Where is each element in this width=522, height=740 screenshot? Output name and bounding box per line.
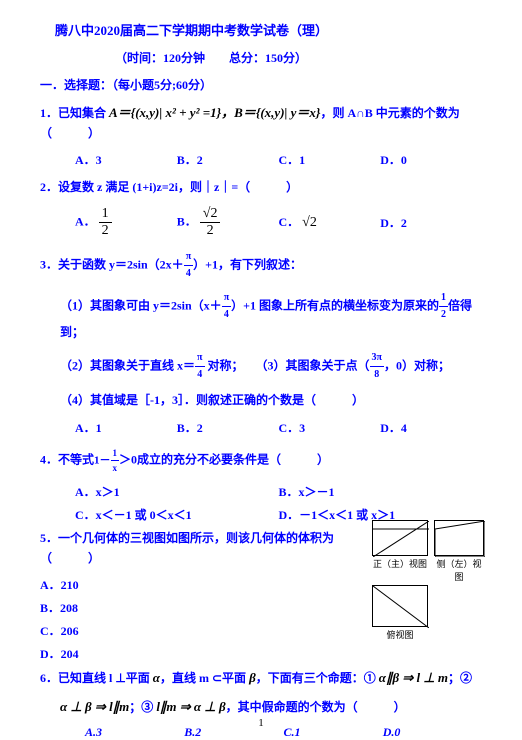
q6-opt-d: D.0	[383, 725, 482, 740]
top-view-label: 俯视图	[372, 628, 428, 641]
q6-c: ，下面有三个命题：①	[256, 671, 379, 685]
q1-stem: 1．已知集合 A＝{(x,y)| x² + y² =1}，B＝{(x,y)| y…	[40, 103, 482, 143]
q5-opt-d: D．204	[40, 645, 482, 662]
front-view	[372, 520, 428, 556]
q6-opt-b: B.2	[184, 725, 283, 740]
q3-sub2: （2）其图象关于直线 x＝π4 对称； （3）其图象关于点（3π8，0）对称；	[40, 350, 482, 383]
q2-opt-b: B． √22	[177, 206, 279, 239]
q4-opt-c: C．x＜－1 或 0＜x＜1	[75, 506, 279, 523]
q6-line1: 6．已知直线 l ⊥平面 α，直线 m ⊂平面 β，下面有三个命题：① α∥β …	[40, 668, 482, 689]
q4-opt-a: A．x＞1	[75, 483, 279, 500]
q3-opt-c: C．3	[279, 419, 381, 436]
q3-s1a: （1）其图象可由 y＝2sin（x＋	[60, 298, 222, 312]
exam-title: 腾八中2020届高二下学期期中考数学试卷（理）	[40, 20, 482, 39]
q2-opt-d: D．2	[380, 214, 482, 231]
q6-f: ，其中假命题的个数为（ ）	[226, 700, 406, 714]
q3-stem: 3．关于函数 y＝2sin（2x＋π4）+1，有下列叙述：	[40, 249, 482, 282]
q6-opt-a: A.3	[85, 725, 184, 740]
q6-a: 6．已知直线 l ⊥平面	[40, 671, 153, 685]
q3-b: ）+1，有下列叙述：	[193, 257, 302, 271]
section-heading: 一．选择题：（每小题5分;60分）	[40, 76, 482, 93]
q6-c1: α∥β ⇒ l ⊥ m	[379, 670, 448, 685]
q6-c3: l∥m ⇒ α ⊥ β	[156, 699, 225, 714]
q6-c2: α ⊥ β ⇒ l∥m	[60, 699, 129, 714]
q4-stem: 4．不等式1－1x＞0成立的充分不必要条件是（ ）	[40, 446, 482, 476]
q3-sub1: （1）其图象可由 y＝2sin（x＋π4）+1 图象上所有点的横坐标变为原来的1…	[40, 290, 482, 342]
q6-alpha: α	[153, 670, 160, 685]
q2-opt-a: A． 12	[75, 206, 177, 239]
q1-opt-d: D．0	[380, 151, 482, 168]
page-number: 1	[258, 717, 264, 729]
q3-s2b: 对称； （3）其图象关于点（	[205, 359, 370, 373]
q3-s1b: ）+1 图象上所有点的横坐标变为原来的	[231, 298, 439, 312]
q4-opt-b: B．x＞－1	[279, 483, 483, 500]
q4-pre: 1－	[94, 454, 111, 466]
front-view-label: 正（主）视图	[372, 557, 428, 570]
q6-line2: α ⊥ β ⇒ l∥m；③ l∥m ⇒ α ⊥ β，其中假命题的个数为（ ）	[40, 697, 482, 718]
q3-opt-d: D．4	[380, 419, 482, 436]
q3-s2a: （2）其图象关于直线 x＝	[60, 359, 195, 373]
q4-row1: A．x＞1 B．x＞－1	[40, 483, 482, 500]
q3-options: A．1 B．2 C．3 D．4	[40, 419, 482, 436]
q3-s2c: ，0）对称；	[384, 359, 450, 373]
q6-d: ；②	[448, 671, 472, 685]
q1-opt-a: A．3	[75, 151, 177, 168]
q2-stem: 2．设复数 z 满足 (1+i)z=2i，则｜z｜=（ ）	[40, 178, 482, 197]
q4-b: ＞0成立的充分不必要条件是（ ）	[119, 452, 329, 466]
q1-opt-b: B．2	[177, 151, 279, 168]
top-view	[372, 585, 428, 627]
q1-sets: A＝{(x,y)| x² + y² =1}，B＝{(x,y)| y＝x}	[109, 105, 320, 120]
q6-b: ，直线 m ⊂平面	[160, 671, 249, 685]
q3-sub4: （4）其值域是［-1，3］．则叙述正确的个数是（ ）	[40, 391, 482, 410]
q6-opt-c: C.1	[284, 725, 383, 740]
q5-stem: 5．一个几何体的三视图如图所示，则该几何体的体积为（ ）	[40, 529, 350, 567]
q3-a: 3．关于函数 y＝2sin（2x＋	[40, 257, 184, 271]
q1-a: 1．已知集合	[40, 106, 109, 120]
q3-opt-a: A．1	[75, 419, 177, 436]
q1-opt-c: C．1	[279, 151, 381, 168]
side-view-label: 侧（左）视图	[434, 557, 484, 583]
q6-beta: β	[249, 670, 256, 685]
q6-e: ；③	[129, 700, 156, 714]
q2-options: A． 12 B． √22 C． √2 D．2	[40, 205, 482, 239]
three-view-diagrams: 正（主）视图 侧（左）视图 俯视图	[372, 520, 492, 641]
side-view	[434, 520, 484, 556]
exam-subtitle: （时间：120分钟 总分：150分）	[40, 49, 482, 66]
q2-opt-c: C． √2	[279, 213, 381, 231]
q4-a: 4．不等式	[40, 452, 94, 466]
q1-options: A．3 B．2 C．1 D．0	[40, 151, 482, 168]
q3-opt-b: B．2	[177, 419, 279, 436]
